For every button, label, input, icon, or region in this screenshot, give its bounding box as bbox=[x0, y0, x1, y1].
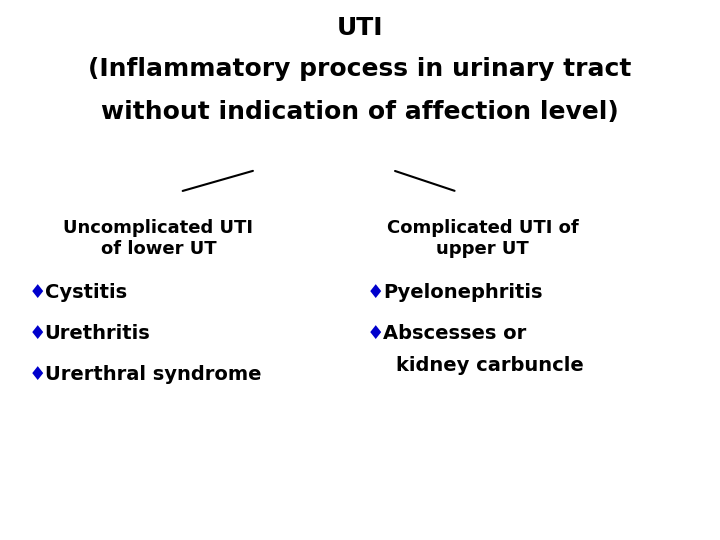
Text: ♦: ♦ bbox=[367, 284, 384, 302]
Text: ♦: ♦ bbox=[29, 324, 46, 343]
Text: kidney carbuncle: kidney carbuncle bbox=[396, 356, 584, 375]
Text: (Inflammatory process in urinary tract: (Inflammatory process in urinary tract bbox=[89, 57, 631, 80]
Text: ♦: ♦ bbox=[29, 284, 46, 302]
Text: without indication of affection level): without indication of affection level) bbox=[101, 100, 619, 124]
Text: Urethritis: Urethritis bbox=[45, 324, 150, 343]
Text: Pyelonephritis: Pyelonephritis bbox=[383, 284, 543, 302]
Text: Urerthral syndrome: Urerthral syndrome bbox=[45, 364, 261, 383]
Text: Uncomplicated UTI
of lower UT: Uncomplicated UTI of lower UT bbox=[63, 219, 253, 258]
Text: Cystitis: Cystitis bbox=[45, 284, 127, 302]
Text: ♦: ♦ bbox=[29, 364, 46, 383]
Text: ♦: ♦ bbox=[367, 324, 384, 343]
Text: Complicated UTI of
upper UT: Complicated UTI of upper UT bbox=[387, 219, 578, 258]
Text: Abscesses or: Abscesses or bbox=[383, 324, 526, 343]
Text: UTI: UTI bbox=[337, 16, 383, 40]
